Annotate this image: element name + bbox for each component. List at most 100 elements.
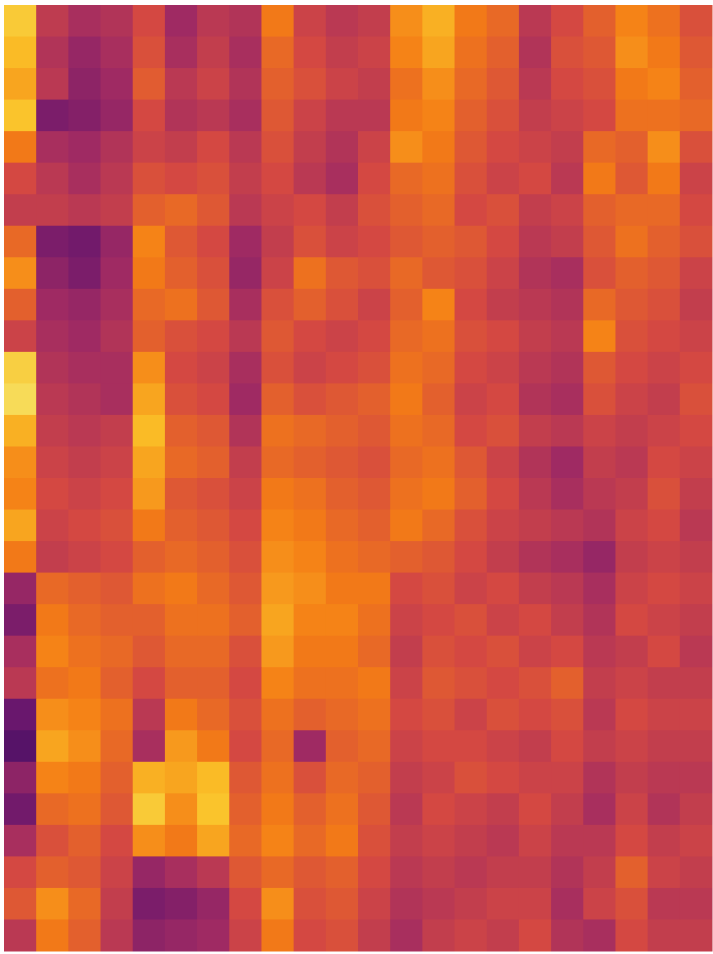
heatmap-cell xyxy=(293,131,327,164)
heatmap-cell xyxy=(36,824,69,857)
heatmap-cell xyxy=(197,131,230,164)
heatmap-cell xyxy=(583,698,616,731)
heatmap-cell xyxy=(36,919,69,952)
heatmap-cell xyxy=(100,225,134,258)
heatmap-cell xyxy=(132,698,166,731)
heatmap-cell xyxy=(261,383,295,416)
heatmap-cell xyxy=(325,194,359,227)
heatmap-cell xyxy=(261,194,295,227)
heatmap-cell xyxy=(100,5,134,38)
heatmap-cell xyxy=(100,856,134,889)
heatmap-cell xyxy=(679,131,713,164)
heatmap-cell xyxy=(100,320,134,353)
heatmap-cell xyxy=(518,194,552,227)
heatmap-cell xyxy=(229,572,262,605)
heatmap-cell xyxy=(615,194,649,227)
heatmap-cell xyxy=(229,919,262,952)
heatmap-cell xyxy=(164,257,198,290)
heatmap-cell xyxy=(518,824,552,857)
heatmap-cell xyxy=(325,604,359,637)
heatmap-cell xyxy=(583,351,616,384)
heatmap-cell xyxy=(293,383,327,416)
heatmap-cell xyxy=(132,257,166,290)
heatmap-cell xyxy=(132,225,166,258)
heatmap-cell xyxy=(68,288,102,321)
heatmap-cell xyxy=(518,99,552,132)
heatmap-cell xyxy=(197,68,230,101)
heatmap-cell xyxy=(358,509,391,542)
heatmap-cell xyxy=(68,824,102,857)
heatmap-cell xyxy=(4,667,37,700)
heatmap-cell xyxy=(486,162,520,195)
heatmap-cell xyxy=(261,131,295,164)
heatmap-cell xyxy=(518,793,552,826)
heatmap-cell xyxy=(551,572,584,605)
heatmap-cell xyxy=(390,194,423,227)
heatmap-cell xyxy=(422,730,456,763)
heatmap-cell xyxy=(197,604,230,637)
heatmap-cell xyxy=(229,824,262,857)
heatmap-cell xyxy=(583,446,616,479)
heatmap-cell xyxy=(390,414,423,447)
heatmap-cell xyxy=(518,635,552,668)
heatmap-cell xyxy=(454,383,488,416)
heatmap-cell xyxy=(422,99,456,132)
heatmap-cell xyxy=(68,5,102,38)
heatmap-cell xyxy=(4,225,37,258)
heatmap-cell xyxy=(422,68,456,101)
heatmap-cell xyxy=(36,225,69,258)
heatmap-cell xyxy=(68,351,102,384)
heatmap-cell xyxy=(583,288,616,321)
heatmap-cell xyxy=(422,635,456,668)
heatmap-cell xyxy=(36,446,69,479)
heatmap-cell xyxy=(583,793,616,826)
heatmap-cell xyxy=(647,761,681,794)
heatmap-cell xyxy=(358,856,391,889)
heatmap-cell xyxy=(68,257,102,290)
heatmap-cell xyxy=(454,320,488,353)
heatmap-cell xyxy=(36,162,69,195)
heatmap-cell xyxy=(164,162,198,195)
heatmap-cell xyxy=(132,667,166,700)
heatmap-cell xyxy=(293,414,327,447)
heatmap-cell xyxy=(615,414,649,447)
heatmap-cell xyxy=(132,793,166,826)
heatmap-cell xyxy=(229,162,262,195)
heatmap-cell xyxy=(390,541,423,574)
heatmap-cell xyxy=(261,856,295,889)
heatmap-cell xyxy=(36,667,69,700)
heatmap-cell xyxy=(422,383,456,416)
heatmap-cell xyxy=(615,761,649,794)
heatmap-cell xyxy=(164,36,198,69)
heatmap-cell xyxy=(100,887,134,920)
heatmap-cell xyxy=(679,162,713,195)
heatmap-cell xyxy=(100,919,134,952)
heatmap-cell xyxy=(36,5,69,38)
heatmap-cell xyxy=(293,5,327,38)
heatmap-cell xyxy=(486,351,520,384)
heatmap-cell xyxy=(132,887,166,920)
heatmap-cell xyxy=(325,99,359,132)
heatmap-cell xyxy=(454,887,488,920)
heatmap-cell xyxy=(518,225,552,258)
heatmap-cell xyxy=(486,131,520,164)
heatmap-cell xyxy=(229,698,262,731)
heatmap-cell xyxy=(679,667,713,700)
heatmap-cell xyxy=(293,824,327,857)
heatmap-cell xyxy=(132,541,166,574)
heatmap-cell xyxy=(358,351,391,384)
heatmap-cell xyxy=(615,698,649,731)
heatmap-cell xyxy=(358,5,391,38)
heatmap-cell xyxy=(197,793,230,826)
heatmap-cell xyxy=(68,36,102,69)
heatmap-cell xyxy=(261,320,295,353)
heatmap-cell xyxy=(293,36,327,69)
heatmap-cell xyxy=(551,414,584,447)
heatmap-cell xyxy=(679,320,713,353)
heatmap-cell xyxy=(293,509,327,542)
heatmap-cell xyxy=(518,446,552,479)
heatmap-cell xyxy=(229,99,262,132)
heatmap-cell xyxy=(164,919,198,952)
heatmap-cell xyxy=(132,288,166,321)
heatmap-cell xyxy=(358,131,391,164)
